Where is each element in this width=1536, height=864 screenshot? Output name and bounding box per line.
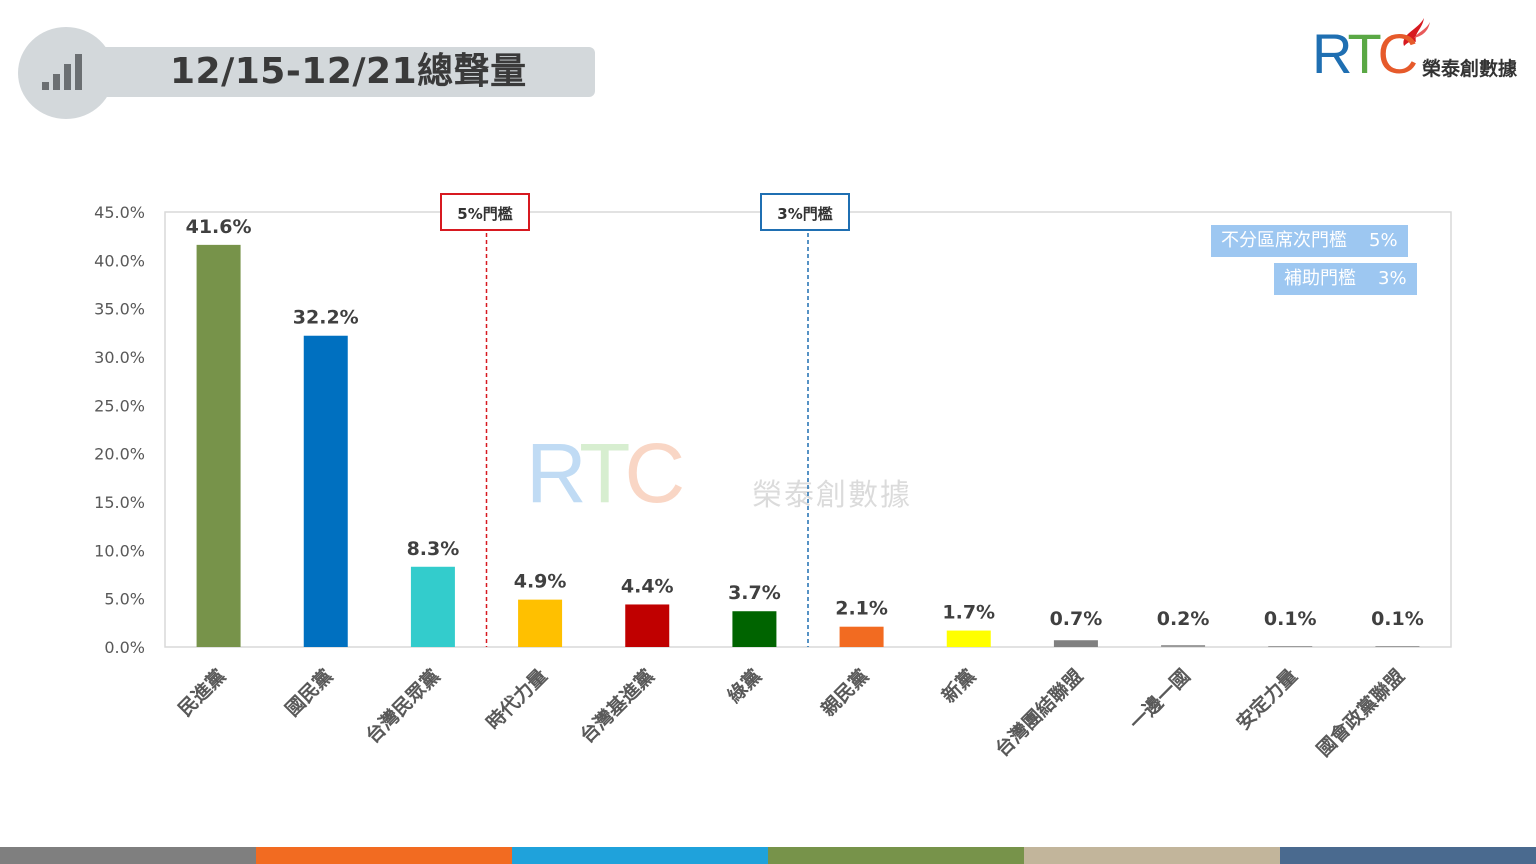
x-tick-label: 親民黨: [817, 664, 874, 721]
data-label: 41.6%: [186, 216, 252, 238]
bar: [410, 566, 455, 647]
x-tick-label: 台灣團結聯盟: [991, 664, 1088, 761]
y-tick-label: 5.0%: [104, 590, 145, 609]
bar: [1375, 646, 1420, 647]
data-label: 0.7%: [1050, 608, 1103, 630]
data-label: 2.1%: [835, 598, 888, 620]
data-label: 8.3%: [407, 538, 460, 560]
bar: [1053, 640, 1098, 647]
footer-stripe: [1024, 847, 1280, 864]
x-tick-label: 新黨: [937, 664, 980, 707]
brand-logo: RTC 榮泰創數據: [1312, 12, 1532, 85]
bar: [1268, 646, 1313, 647]
data-label: 4.4%: [621, 575, 674, 597]
x-tick-label: 國會政黨聯盟: [1312, 664, 1409, 761]
bar: [732, 611, 777, 647]
footer-stripe: [256, 847, 512, 864]
bar: [839, 626, 884, 647]
bar: [625, 604, 670, 647]
legend-subsidy-threshold-value: 3%: [1378, 268, 1407, 289]
footer-stripe: [0, 847, 256, 864]
data-label: 0.1%: [1371, 608, 1424, 630]
data-label: 1.7%: [942, 602, 995, 624]
legend-seat-threshold: 不分區席次門檻 5%: [1211, 225, 1408, 257]
data-label: 32.2%: [293, 307, 359, 329]
title-bar: [60, 47, 595, 97]
data-label: 0.2%: [1157, 608, 1210, 630]
legend-seat-threshold-value: 5%: [1369, 230, 1398, 251]
data-label: 0.1%: [1264, 608, 1317, 630]
bar: [946, 630, 991, 647]
data-label: 3.7%: [728, 582, 781, 604]
x-tick-label: 民進黨: [174, 664, 231, 721]
y-tick-label: 35.0%: [94, 300, 145, 319]
footer-stripe: [1280, 847, 1536, 864]
y-tick-label: 15.0%: [94, 493, 145, 512]
x-tick-label: 綠黨: [723, 664, 766, 707]
x-tick-label: 時代力量: [482, 664, 552, 734]
bar: [303, 335, 348, 647]
threshold-label-3pct: 3%門檻: [760, 193, 850, 231]
signal-bars-icon: [42, 54, 82, 90]
x-tick-label: 台灣民眾黨: [361, 664, 444, 747]
y-tick-label: 20.0%: [94, 445, 145, 464]
y-tick-label: 45.0%: [94, 203, 145, 222]
logo-rtc-text: RTC: [1312, 22, 1418, 85]
page-title: 12/15-12/21總聲量: [170, 51, 527, 92]
legend-subsidy-threshold-label: 補助門檻: [1284, 268, 1356, 289]
bar: [1161, 645, 1206, 647]
bar: [196, 244, 241, 647]
threshold-label-5pct: 5%門檻: [440, 193, 530, 231]
flame-swoosh-icon: [1403, 18, 1430, 46]
footer-stripe: [768, 847, 1024, 864]
y-tick-label: 0.0%: [104, 638, 145, 657]
footer-stripe: [512, 847, 768, 864]
bar: [518, 599, 563, 647]
footer-color-stripes: [0, 847, 1536, 864]
y-tick-label: 30.0%: [94, 348, 145, 367]
y-tick-label: 40.0%: [94, 251, 145, 270]
legend-subsidy-threshold: 補助門檻 3%: [1274, 263, 1417, 295]
y-tick-label: 10.0%: [94, 541, 145, 560]
x-tick-label: 台灣基進黨: [575, 664, 658, 747]
y-tick-label: 25.0%: [94, 396, 145, 415]
logo-subtitle: 榮泰創數據: [1422, 58, 1518, 80]
x-tick-label: 國民黨: [281, 664, 338, 721]
x-tick-label: 安定力量: [1232, 664, 1302, 734]
legend-seat-threshold-label: 不分區席次門檻: [1221, 230, 1347, 251]
x-tick-label: 一邊一國: [1125, 664, 1195, 734]
data-label: 4.9%: [514, 571, 567, 593]
